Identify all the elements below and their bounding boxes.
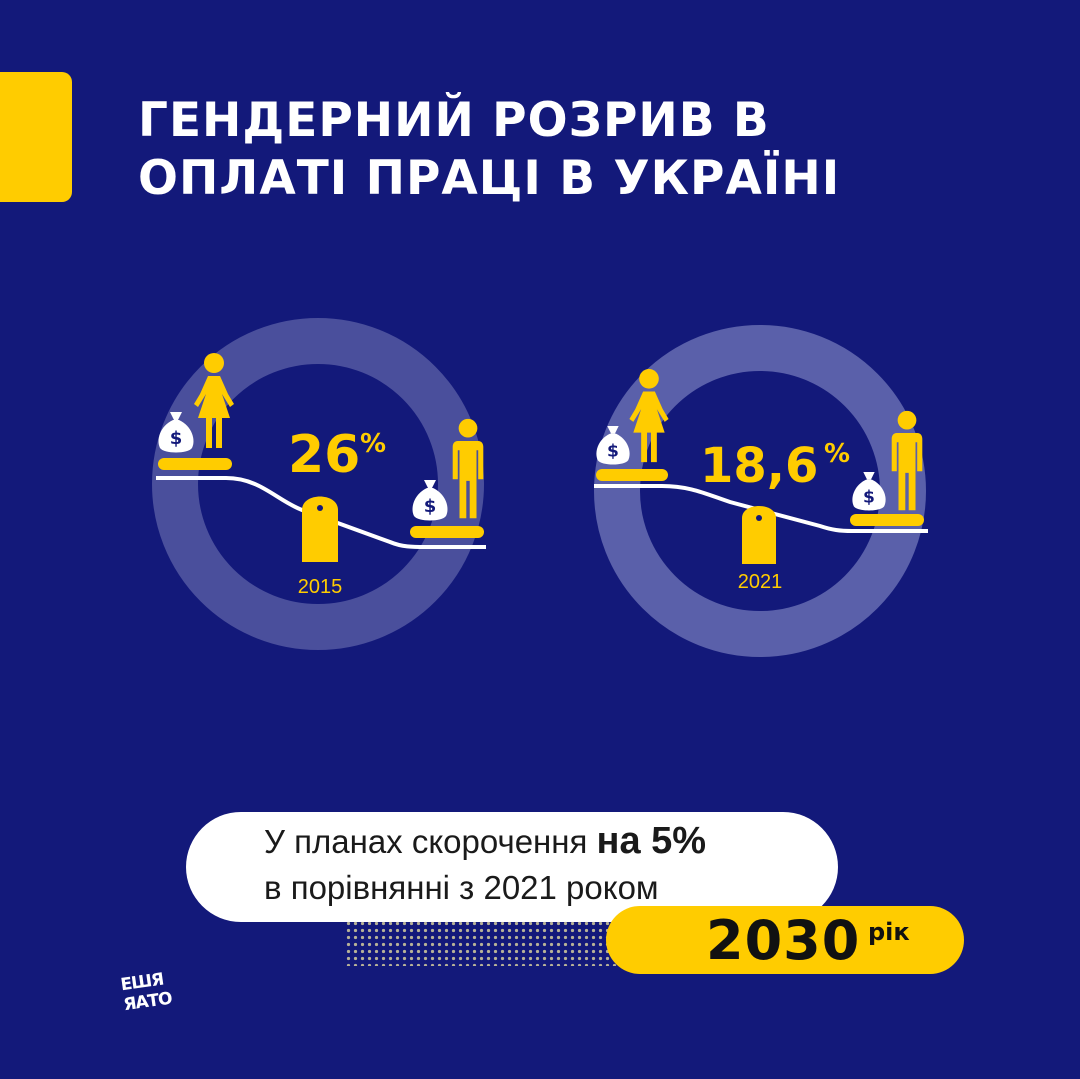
scale-pan-right bbox=[850, 514, 924, 526]
title-line-1: ГЕНДЕРНИЙ РОЗРИВ В bbox=[138, 93, 770, 148]
gauge-year-2015: 2015 bbox=[298, 576, 343, 598]
target-year: 2030 bbox=[706, 909, 861, 972]
gap-value-2021: 18,6 bbox=[700, 438, 818, 494]
plan-text: У планах скорочення на 5% в порівнянні з… bbox=[264, 818, 706, 911]
scale-pan-right bbox=[410, 526, 484, 538]
balance-beam-2015 bbox=[156, 476, 486, 549]
scale-pan-left bbox=[596, 469, 668, 481]
fulcrum-icon bbox=[302, 496, 338, 562]
gap-unit-2021: % bbox=[824, 439, 850, 469]
gauge-year-2021: 2021 bbox=[738, 571, 783, 593]
plan-callout bbox=[186, 812, 838, 922]
accent-bar bbox=[0, 72, 72, 202]
dot-pattern bbox=[345, 920, 645, 966]
plan-prefix: У планах скорочення bbox=[264, 823, 597, 860]
gauge-2021: 18,6 % 2021 bbox=[594, 325, 928, 657]
balance-beam-2021 bbox=[594, 484, 928, 533]
scale-pan-left bbox=[158, 458, 232, 470]
gap-unit-2015: % bbox=[360, 429, 386, 459]
target-year-unit: рік bbox=[868, 918, 910, 946]
plan-line-1: У планах скорочення на 5% bbox=[264, 818, 706, 865]
title-line-2: ОПЛАТІ ПРАЦІ В УКРАЇНІ bbox=[138, 151, 841, 206]
fulcrum-icon bbox=[742, 506, 776, 564]
plan-line-2: в порівнянні з 2021 роком bbox=[264, 869, 659, 906]
target-year-badge bbox=[606, 906, 964, 974]
gauge-2015: 26 % 2015 bbox=[152, 318, 486, 650]
gap-value-2015: 26 bbox=[288, 425, 360, 485]
brand-logo: ЕШЯ ЯАТО bbox=[119, 969, 172, 1016]
page-title: ГЕНДЕРНИЙ РОЗРИВ В ОПЛАТІ ПРАЦІ В УКРАЇН… bbox=[138, 92, 840, 208]
plan-reduction-value: на 5% bbox=[596, 820, 707, 862]
